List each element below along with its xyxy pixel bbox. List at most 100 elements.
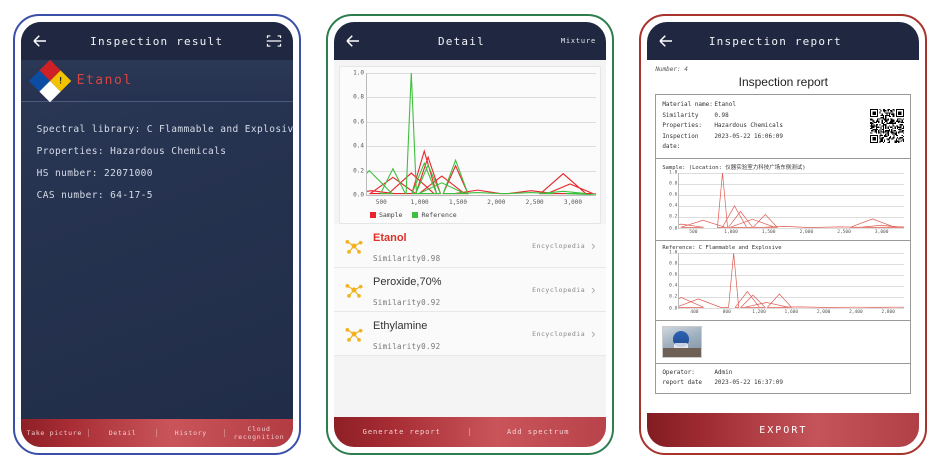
chart-series-group (367, 73, 596, 195)
field-key: Operator: (662, 368, 695, 376)
result-texts: Etanol Similarity0.98 (373, 226, 523, 265)
result-name: Ethylamine (372, 320, 428, 333)
legend-label-sample: Sample (378, 211, 403, 219)
x-tick-label: 2,800 (881, 309, 895, 315)
topbar-inspection-report: Inspection report (647, 22, 920, 60)
y-tick-label: 0.6 (353, 118, 364, 126)
encyclopedia-link[interactable]: Encyclopedia › (532, 283, 596, 296)
topbar-inspection-result: Inspection result (20, 22, 293, 60)
back-arrow-icon[interactable] (31, 32, 49, 50)
tab-detail[interactable]: Detail (89, 429, 158, 437)
grid-line (679, 172, 905, 174)
report-reference-section: Reference: C Flammable and Explosive 0.0… (656, 241, 911, 321)
grid-line (679, 194, 905, 196)
y-tick-label: 0.4 (353, 142, 364, 150)
chart-plot-area (678, 172, 905, 229)
export-button[interactable]: EXPORT (647, 413, 920, 447)
result-name: Etanol (372, 232, 407, 245)
result-texts: Ethylamine Similarity0.92 (373, 314, 523, 353)
x-tick-label: 500 (375, 199, 387, 206)
field-material-name: Material name: Etanol (662, 100, 866, 111)
x-tick-label: 2,500 (837, 229, 851, 235)
chart-legend: Sample Reference (344, 209, 596, 221)
field-value: Hazardous Chemicals (714, 122, 783, 129)
field-similarity: Similarity 0.98 (662, 111, 866, 122)
grid-line (679, 296, 905, 298)
generate-report-button[interactable]: Generate report (334, 428, 471, 436)
chart-plot-area (678, 252, 905, 309)
chemical-header: ! Etanol (20, 59, 293, 102)
mixture-action[interactable]: Mixture (560, 37, 596, 45)
chart-x-axis: 500 1,000 1,500 2,000 2,500 3,000 (365, 195, 596, 209)
detail-properties: Properties: Hazardous Chemicals (36, 146, 227, 157)
y-tick-label: 0.2 (669, 294, 678, 300)
molecule-icon (344, 324, 364, 344)
y-tick-label: 0.0 (353, 191, 364, 199)
report-info-section: Material name: Etanol Similarity 0.98 Pr… (656, 95, 911, 159)
molecule-icon (344, 236, 364, 256)
spectrum-chart-card: 0.0 0.2 0.4 0.6 0.8 1.0 500 1,000 1,500 2,000 2,5… (338, 66, 601, 224)
y-tick-label: 1.0 (353, 69, 364, 77)
tab-history[interactable]: History (157, 429, 226, 437)
x-tick-label: 1,500 (761, 229, 776, 235)
phone-inspection-report: Inspection report Number: 4 Inspection r… (639, 14, 928, 455)
grid-line (366, 73, 596, 74)
x-tick-label: 1,000 (724, 229, 738, 235)
tab-cloud-recognition[interactable]: Cloud recognition (233, 425, 285, 441)
add-spectrum-button[interactable]: Add spectrum (506, 428, 570, 436)
spectrum-chart: 0.0 0.2 0.4 0.6 0.8 1.0 (344, 69, 596, 199)
page-title: Inspection report (708, 34, 842, 48)
result-similarity: Similarity0.92 (372, 341, 441, 351)
tab-take-picture[interactable]: Take picture (21, 429, 89, 437)
result-similarity: Similarity0.98 (372, 253, 441, 263)
legend-swatch-reference (412, 212, 419, 218)
field-key: Material name: (662, 101, 713, 108)
grid-line (679, 216, 905, 218)
report-sample-section: Sample: (Location: 仪器实验室力科技广场东侧测试) 0.0 0.… (656, 159, 911, 241)
encyclopedia-link[interactable]: Encyclopedia › (532, 239, 596, 252)
detail-cas-number: CAS number: 64-17-5 (36, 190, 153, 201)
chart-x-axis: 400 800 1,200 1,600 2,000 2,400 2,800 (678, 309, 904, 318)
grid-line (366, 170, 596, 172)
phone-detail: Detail Mixture 0.0 0.2 0.4 0.6 0.8 1.0 500 1,0… (325, 14, 614, 455)
report-fields: Material name: Etanol Similarity 0.98 Pr… (662, 100, 866, 153)
x-tick-label: 2,000 (816, 309, 831, 315)
field-key: Inspection date: (662, 132, 699, 151)
back-arrow-icon[interactable] (657, 32, 675, 50)
chart-y-axis: 0.0 0.2 0.4 0.6 0.8 1.0 (662, 250, 678, 311)
list-item[interactable]: Ethylamine Similarity0.92 Encyclopedia › (333, 312, 606, 356)
result-similarity: Similarity0.92 (372, 297, 441, 307)
back-arrow-icon[interactable] (344, 32, 362, 50)
report-document[interactable]: Number: 4 Inspection report Material nam… (647, 60, 920, 413)
detail-hs-number: HS number: 22071000 (36, 168, 153, 179)
series-line-reference (679, 253, 904, 307)
field-value: Etanol (714, 101, 736, 108)
encyclopedia-label: Encyclopedia (532, 285, 586, 294)
y-tick-label: 0.2 (353, 167, 364, 175)
photo-desk-shape (663, 347, 702, 357)
field-value: 0.98 (714, 111, 729, 119)
reference-spectrum-chart: 0.0 0.2 0.4 0.6 0.8 1.0 (662, 250, 905, 311)
legend-label-reference: Reference (421, 211, 457, 219)
x-tick-label: 2,400 (849, 309, 863, 315)
x-tick-label: 2,000 (799, 229, 814, 235)
list-item[interactable]: Etanol Similarity0.98 Encyclopedia › (333, 224, 606, 268)
encyclopedia-link[interactable]: Encyclopedia › (532, 327, 596, 340)
grid-line (366, 121, 596, 123)
detail-spectral-library: Spectral library: C Flammable and Explos… (36, 124, 293, 135)
series-line-reference (367, 73, 596, 194)
list-item[interactable]: Peroxide,70% Similarity0.92 Encyclopedia… (333, 268, 606, 312)
x-tick-label: 1,500 (448, 199, 468, 206)
sample-photo-thumbnail[interactable] (662, 325, 703, 358)
y-tick-label: 0.6 (669, 192, 678, 198)
scan-icon[interactable] (265, 33, 283, 49)
sample-spectrum-chart: 0.0 0.2 0.4 0.6 0.8 1.0 (662, 170, 905, 231)
series-line-sample (367, 151, 596, 194)
chevron-right-icon: › (591, 282, 596, 297)
x-tick-label: 3,000 (874, 229, 889, 235)
x-tick-label: 400 (690, 309, 699, 315)
chart-y-axis: 0.0 0.2 0.4 0.6 0.8 1.0 (344, 69, 366, 199)
grid-line (366, 97, 596, 99)
grid-line (679, 205, 905, 207)
screen-2: Detail Mixture 0.0 0.2 0.4 0.6 0.8 1.0 500 1,0… (333, 22, 606, 447)
